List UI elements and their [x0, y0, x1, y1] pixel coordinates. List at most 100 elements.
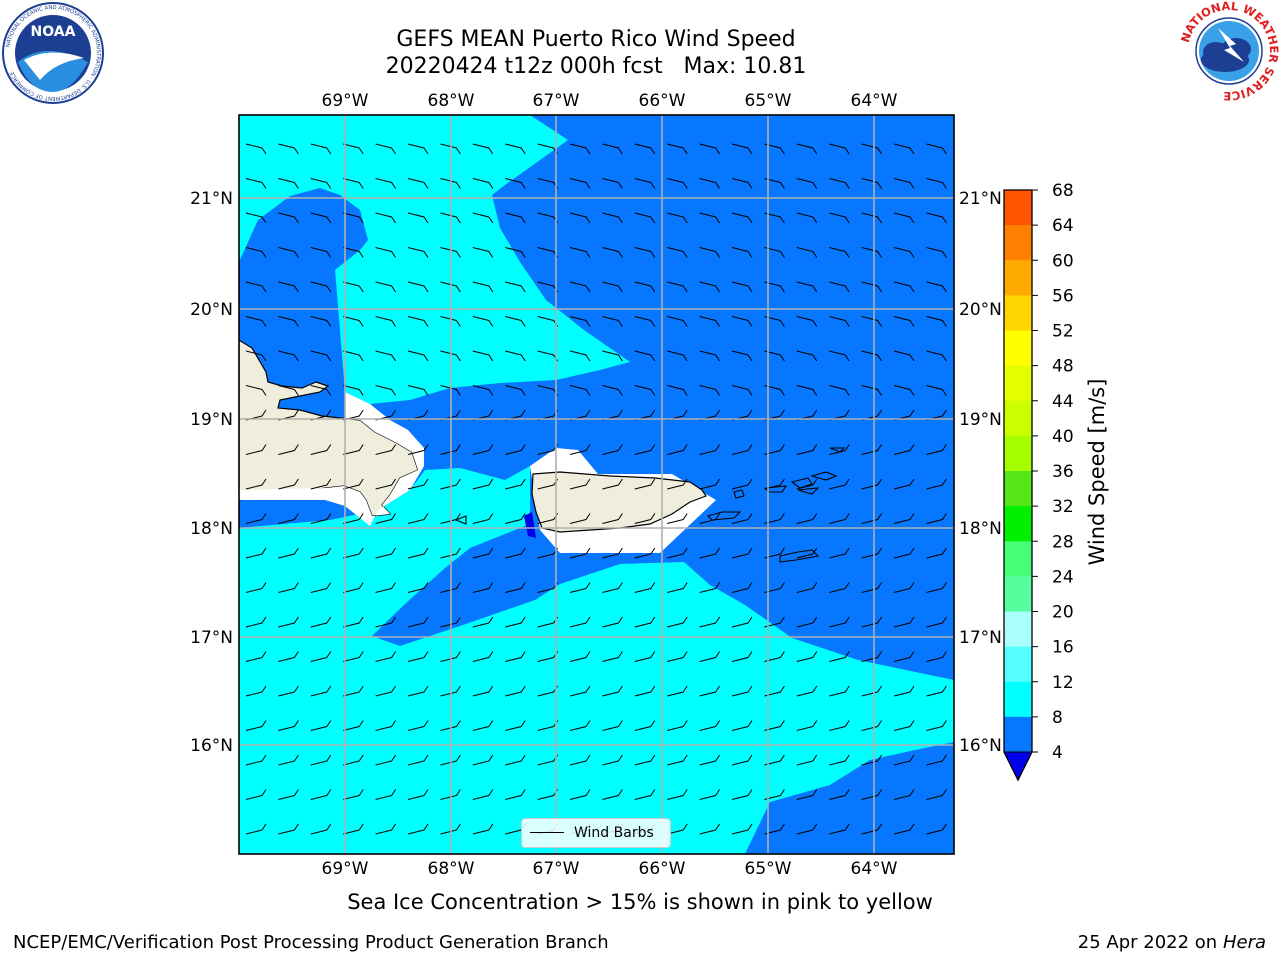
wind-barb [245, 247, 267, 258]
wind-barb [472, 385, 494, 396]
wind-barb [861, 685, 883, 697]
wind-barb [440, 754, 461, 766]
colorbar-tick-label: 24 [1052, 567, 1074, 587]
wind-barb [634, 582, 656, 593]
colorbar-segment [1004, 576, 1032, 612]
wind-barb [505, 582, 526, 593]
wind-barb [634, 547, 656, 559]
wind-barb [634, 478, 656, 490]
gridlines [239, 115, 954, 854]
lon-tick-top: 67°W [533, 91, 580, 111]
wind-barb [829, 823, 850, 835]
wind-barb [310, 444, 332, 455]
wind-barb [699, 651, 721, 662]
wind-barb [472, 316, 494, 327]
wind-barb [796, 547, 818, 559]
wind-barb [796, 143, 818, 155]
wind-barb [505, 616, 526, 628]
wind-band-8-12-north [239, 115, 630, 404]
wind-barb [505, 385, 526, 396]
wind-barb [440, 823, 461, 835]
wind-barb [407, 651, 429, 662]
wind-barb [926, 281, 947, 293]
wind-barb [699, 616, 721, 628]
wind-barb [472, 444, 494, 455]
wind-barb [245, 685, 267, 697]
wind-barb [893, 212, 915, 224]
wind-barb [861, 212, 883, 224]
lon-tick-bottom: 65°W [745, 859, 792, 879]
lat-tick-right: 17°N [959, 628, 1002, 648]
wind-barb [699, 582, 721, 593]
wind-barb [861, 444, 883, 455]
wind-barb [796, 513, 818, 524]
lat-tick-left: 18°N [190, 519, 233, 539]
wind-barb [926, 316, 947, 327]
wind-barb [602, 478, 623, 490]
wind-barb [602, 582, 623, 593]
wind-barb [343, 513, 364, 524]
wind-barb [278, 547, 299, 559]
wind-barb [926, 685, 947, 697]
colorbar-segment [1004, 681, 1032, 718]
wind-barb [569, 385, 591, 396]
wind-barb [569, 143, 591, 155]
wind-barb [634, 212, 656, 224]
wind-barb [764, 247, 785, 258]
lon-tick-top: 64°W [851, 91, 898, 111]
wind-barb [926, 513, 947, 524]
wind-barb [667, 281, 688, 293]
wind-barb [375, 385, 397, 396]
wind-barb [310, 685, 332, 697]
lat-tick-right: 21°N [959, 189, 1002, 209]
wind-barb [278, 513, 299, 524]
wind-barb [310, 754, 332, 766]
lon-tick-top: 65°W [745, 91, 792, 111]
wind-barb [440, 281, 461, 293]
colorbar-tick-label: 16 [1052, 638, 1074, 658]
wind-barb [375, 513, 397, 524]
wind-barb [861, 582, 883, 593]
wind-barb [829, 685, 850, 697]
wind-barb [375, 350, 397, 362]
wind-barb [278, 685, 299, 697]
wind-barb [731, 281, 753, 293]
wind-barb [634, 350, 656, 362]
wind-barb [731, 143, 753, 155]
wind-barb [569, 281, 591, 293]
wind-barb [926, 651, 947, 662]
wind-barb [407, 178, 429, 189]
wind-barb [861, 513, 883, 524]
wind-barb [764, 651, 785, 662]
wind-barb [829, 582, 850, 593]
wind-barb [472, 143, 494, 155]
wind-barb [764, 823, 785, 835]
wind-barb [796, 478, 818, 490]
wind-barb [634, 789, 656, 800]
wind-barb [310, 582, 332, 593]
lon-tick-bottom: 64°W [851, 859, 898, 879]
wind-barb [569, 444, 591, 455]
wind-barb [926, 247, 947, 258]
wind-barb [407, 212, 429, 224]
wind-barb [634, 685, 656, 697]
wind-barb [796, 281, 818, 293]
wind-barb [893, 385, 915, 396]
culebra-island [733, 489, 745, 499]
colorbar-segment [1004, 365, 1032, 402]
wind-barb [861, 823, 883, 835]
wind-barb [861, 789, 883, 800]
wind-barb [796, 685, 818, 697]
wind-barb [375, 281, 397, 293]
wind-barb [634, 616, 656, 628]
wind-barb [926, 478, 947, 490]
map-title: GEFS MEAN Puerto Rico Wind Speed [396, 27, 796, 52]
wind-barb [861, 720, 883, 731]
wind-barb [505, 513, 526, 524]
wind-barb [667, 350, 688, 362]
wind-barb [667, 178, 688, 189]
wind-barb [375, 754, 397, 766]
wind-barb [278, 478, 299, 490]
wind-barb [699, 547, 721, 559]
anegada-island [829, 447, 846, 453]
